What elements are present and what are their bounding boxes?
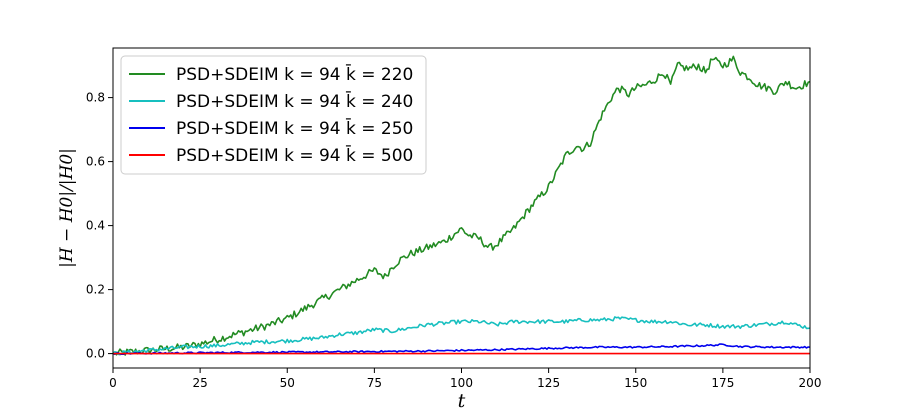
legend: PSD+SDEIM k = 94 k̄ = 220 PSD+SDEIM k = 9… — [120, 55, 427, 175]
legend-box — [120, 55, 427, 175]
x-tick-label: 150 — [624, 376, 647, 390]
x-tick-label: 50 — [280, 376, 295, 390]
y-tick-label: 0.6 — [86, 155, 105, 169]
series-line-1 — [113, 55, 810, 356]
y-tick-label: 0.2 — [86, 283, 105, 297]
legend-label-3: PSD+SDEIM k = 94 k̄ = 250 — [176, 117, 413, 139]
y-tick-label: 0.8 — [86, 91, 105, 105]
x-tick-label: 25 — [192, 376, 207, 390]
legend-label-2: PSD+SDEIM k = 94 k̄ = 240 — [176, 90, 413, 112]
x-tick-label: 0 — [109, 376, 117, 390]
x-tick-label: 75 — [367, 376, 382, 390]
series-line-2 — [113, 316, 810, 356]
x-tick-label: 100 — [450, 376, 473, 390]
y-tick-label: 0.4 — [86, 219, 105, 233]
axes-layer: 0 25 50 75 100 125 150 175 200 0.0 0.2 0.4 0.6 0.8 t |H… — [57, 47, 822, 412]
legend-label-1: PSD+SDEIM k = 94 k̄ = 220 — [176, 63, 413, 85]
plot-layer — [113, 55, 810, 356]
y-tick-label: 0.0 — [86, 347, 105, 361]
x-tick-label: 200 — [799, 376, 822, 390]
x-tick-label: 175 — [711, 376, 734, 390]
x-tick-label: 125 — [537, 376, 560, 390]
x-axis-label: t — [458, 390, 466, 412]
legend-label-4: PSD+SDEIM k = 94 k̄ = 500 — [176, 144, 413, 166]
y-axis-label: |H − H0|/|H0| — [57, 148, 77, 268]
